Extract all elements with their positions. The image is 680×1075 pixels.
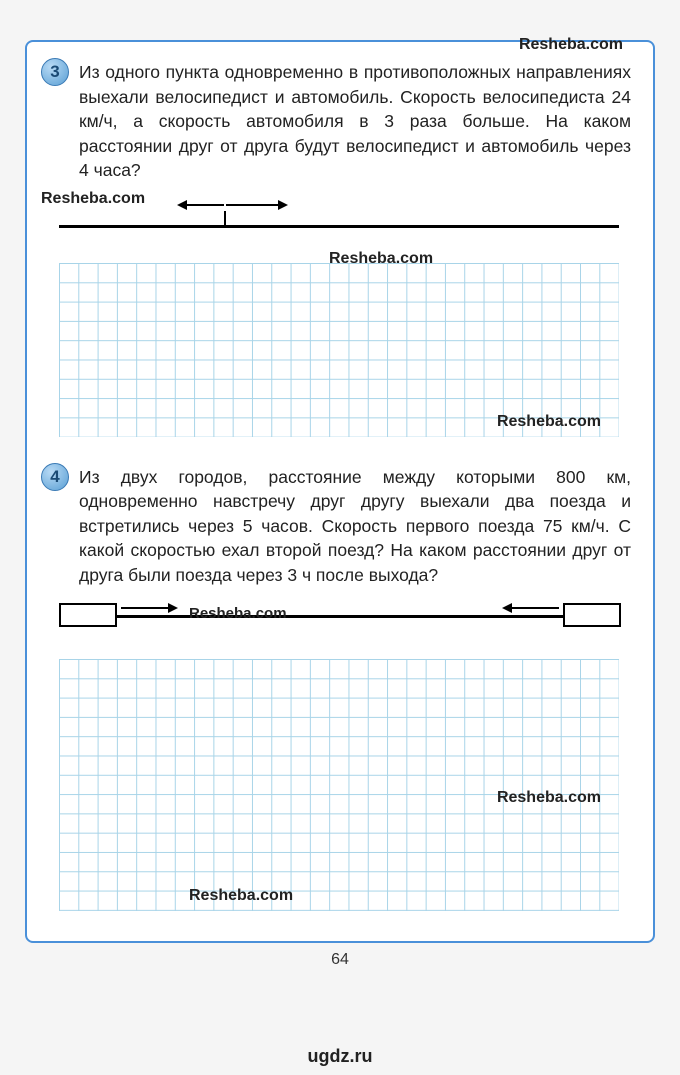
city-box-right bbox=[563, 603, 621, 627]
watermark-top-right: Resheba.com bbox=[519, 36, 623, 54]
watermark-p4-grid1: Resheba.com bbox=[497, 789, 601, 807]
grid-cells bbox=[59, 263, 619, 437]
problem-number-badge: 4 bbox=[41, 463, 69, 491]
arrow-right bbox=[121, 607, 176, 609]
number-line bbox=[59, 615, 619, 618]
arrow-left bbox=[179, 204, 224, 206]
worksheet-page: Resheba.com 3 Из одного пункта одновреме… bbox=[25, 40, 655, 943]
problem-text: Из одного пункта одновременно в противоп… bbox=[79, 60, 631, 183]
problem-number-badge: 3 bbox=[41, 58, 69, 86]
arrow-left bbox=[504, 607, 559, 609]
problem-text: Из двух городов, расстояние между которы… bbox=[79, 465, 631, 588]
page-number: 64 bbox=[0, 951, 680, 969]
city-box-left bbox=[59, 603, 117, 627]
problem-4: 4 Из двух городов, расстояние между кото… bbox=[49, 465, 631, 912]
diagram-opposite-directions bbox=[59, 191, 621, 253]
watermark-p4-diagram: Resheba.com bbox=[189, 605, 287, 622]
watermark-p3-grid: Resheba.com bbox=[497, 413, 601, 431]
site-footer: ugdz.ru bbox=[0, 1046, 680, 1067]
answer-grid-4[interactable]: Resheba.com Resheba.com bbox=[59, 659, 621, 911]
arrow-right bbox=[226, 204, 286, 206]
problem-3: 3 Из одного пункта одновременно в против… bbox=[49, 60, 631, 437]
diagram-towards-each-other: Resheba.com bbox=[59, 597, 621, 637]
number-line bbox=[59, 225, 619, 228]
grid-cells bbox=[59, 659, 619, 911]
watermark-p4-grid2: Resheba.com bbox=[189, 887, 293, 905]
answer-grid-3[interactable]: Resheba.com bbox=[59, 263, 621, 437]
start-point-tick bbox=[224, 211, 226, 227]
